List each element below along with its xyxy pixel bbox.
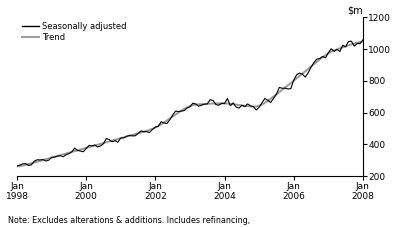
Text: $m: $m (347, 6, 363, 16)
Text: Note: Excludes alterations & additions. Includes refinancing,: Note: Excludes alterations & additions. … (8, 216, 250, 225)
Legend: Seasonally adjusted, Trend: Seasonally adjusted, Trend (21, 22, 127, 42)
